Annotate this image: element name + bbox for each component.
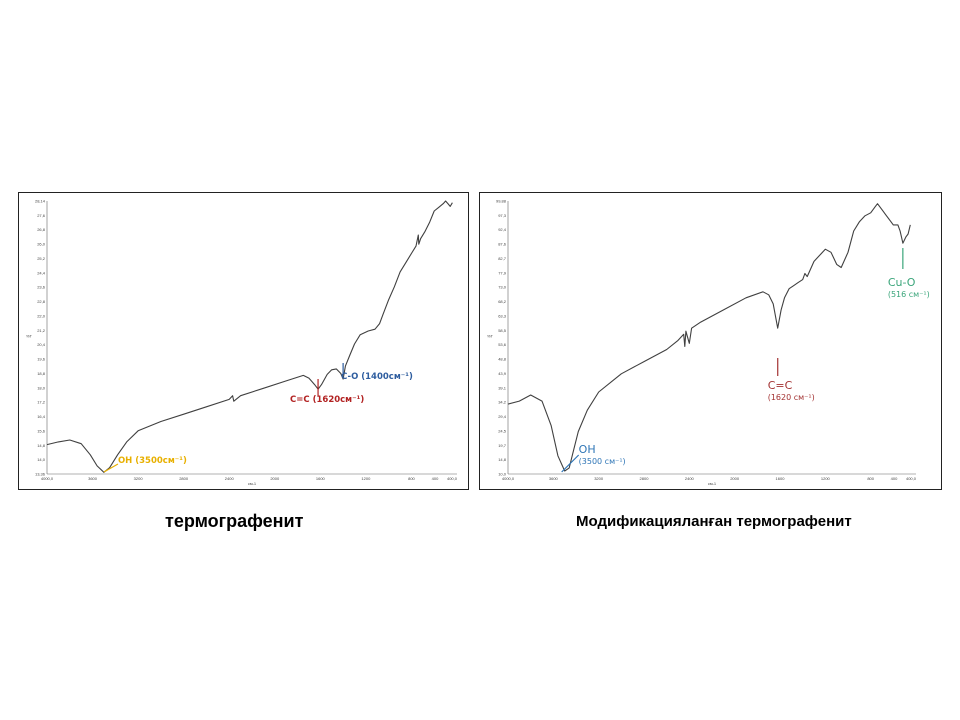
y-tick-label: 22,8 <box>37 299 46 304</box>
x-tick-label: 4000,0 <box>502 476 515 481</box>
x-tick-label: 3600 <box>88 476 98 481</box>
chart-caption-termografenit: термографенит <box>165 511 304 531</box>
y-tick-label: 10,0 <box>498 472 507 477</box>
x-tick-label: 3200 <box>134 476 144 481</box>
y-axis-label: %T <box>487 334 494 339</box>
x-tick-label: 1200 <box>821 476 831 481</box>
peak-annotation-label: C=C <box>768 379 793 392</box>
y-tick-label: 87,6 <box>498 242 507 247</box>
x-tick-label: 3600 <box>549 476 559 481</box>
x-tick-label: 400,0 <box>447 476 458 481</box>
y-tick-label: 73,0 <box>498 285 507 290</box>
x-tick-label: 2000 <box>730 476 740 481</box>
y-tick-label: 58,5 <box>498 328 507 333</box>
peak-annotation-wavenumber: (3500 см⁻¹) <box>579 457 626 466</box>
x-tick-label: 1200 <box>361 476 371 481</box>
x-tick-label: 2800 <box>179 476 189 481</box>
peak-annotation-label: C=C (1620см⁻¹) <box>290 395 364 405</box>
x-tick-label: 4000,0 <box>41 476 54 481</box>
x-tick-label: 800 <box>408 476 415 481</box>
x-tick-label: 800 <box>867 476 874 481</box>
y-tick-label: 99,88 <box>496 199 507 204</box>
x-tick-label: 2400 <box>685 476 695 481</box>
x-tick-label: 3200 <box>594 476 604 481</box>
y-tick-label: 26,8 <box>37 227 46 232</box>
spectrum-line-series-0 <box>46 200 453 473</box>
y-tick-label: 68,2 <box>498 299 507 304</box>
y-tick-label: 39,1 <box>498 385 507 390</box>
y-tick-label: 26,0 <box>37 242 46 247</box>
y-tick-label: 92,4 <box>498 227 507 232</box>
y-tick-label: 24,4 <box>37 270 46 275</box>
y-tick-label: 27,6 <box>37 213 46 218</box>
y-tick-label: 14,8 <box>498 457 507 462</box>
x-tick-label: 2400 <box>225 476 235 481</box>
x-axis-label: см-1 <box>708 481 717 486</box>
y-tick-label: 82,7 <box>498 256 507 261</box>
y-tick-label: 34,2 <box>498 400 507 405</box>
y-tick-label: 29,4 <box>498 414 507 419</box>
spectrum-line-series-0 <box>507 203 911 472</box>
y-tick-label: 20,4 <box>37 342 46 347</box>
peak-annotation-wavenumber: (1620 см⁻¹) <box>768 393 815 402</box>
y-tick-label: 19,7 <box>498 443 507 448</box>
ir-spectrum-chart-modified-termografenit: 10,0 14,8 19,7 24,5 29,4 34,2 39,1 43,9 48,8 53,6… <box>487 199 930 487</box>
y-tick-label: 53,6 <box>498 342 507 347</box>
x-tick-label: 400 <box>432 476 439 481</box>
spectrum-panel-termografenit: 13,36 14,0 14,8 15,6 16,4 17,2 18,0 18,8 19,6 20,… <box>18 192 469 490</box>
y-tick-label: 18,8 <box>37 371 46 376</box>
x-tick-label: 400,0 <box>906 476 917 481</box>
peak-annotation-label: C-O (1400см⁻¹) <box>341 372 413 382</box>
y-tick-label: 97,3 <box>498 213 507 218</box>
x-tick-label: 400 <box>891 476 898 481</box>
x-tick-label: 1600 <box>776 476 786 481</box>
y-tick-label: 16,4 <box>37 414 46 419</box>
y-tick-label: 43,9 <box>498 371 507 376</box>
x-axis-label: см-1 <box>248 481 257 486</box>
y-tick-label: 28,14 <box>35 199 46 204</box>
peak-marker-line <box>103 463 119 473</box>
y-tick-label: 22,0 <box>37 313 46 318</box>
y-tick-label: 21,2 <box>37 328 46 333</box>
y-tick-label: 25,2 <box>37 256 46 261</box>
y-tick-label: 13,36 <box>35 472 46 477</box>
y-tick-label: 18,0 <box>37 385 46 390</box>
y-axis-label: %T <box>26 334 33 339</box>
ir-spectrum-chart-termografenit: 13,36 14,0 14,8 15,6 16,4 17,2 18,0 18,8 19,6 20,… <box>26 199 458 487</box>
y-tick-label: 77,9 <box>498 270 507 275</box>
y-tick-label: 17,2 <box>37 400 46 405</box>
y-tick-label: 63,3 <box>498 313 507 318</box>
peak-annotation-wavenumber: (516 см⁻¹) <box>888 290 930 299</box>
peak-marker-line <box>561 454 580 473</box>
y-tick-label: 15,6 <box>37 428 46 433</box>
y-tick-label: 48,8 <box>498 357 507 362</box>
y-tick-label: 23,6 <box>37 285 46 290</box>
y-tick-label: 24,5 <box>498 428 507 433</box>
peak-annotation-label: Cu-O <box>888 276 916 289</box>
chart-caption-modified-termografenit: Модификацияланған термографенит <box>576 513 852 530</box>
y-tick-label: 14,0 <box>37 457 46 462</box>
y-tick-label: 14,8 <box>37 443 46 448</box>
peak-annotation-label: OH (3500см⁻¹) <box>118 456 187 466</box>
spectrum-panel-modified-termografenit: 10,0 14,8 19,7 24,5 29,4 34,2 39,1 43,9 48,8 53,6… <box>479 192 942 490</box>
x-tick-label: 2000 <box>270 476 280 481</box>
x-tick-label: 1600 <box>316 476 326 481</box>
x-tick-label: 2800 <box>640 476 650 481</box>
y-tick-label: 19,6 <box>37 357 46 362</box>
peak-annotation-label: OH <box>579 443 596 456</box>
